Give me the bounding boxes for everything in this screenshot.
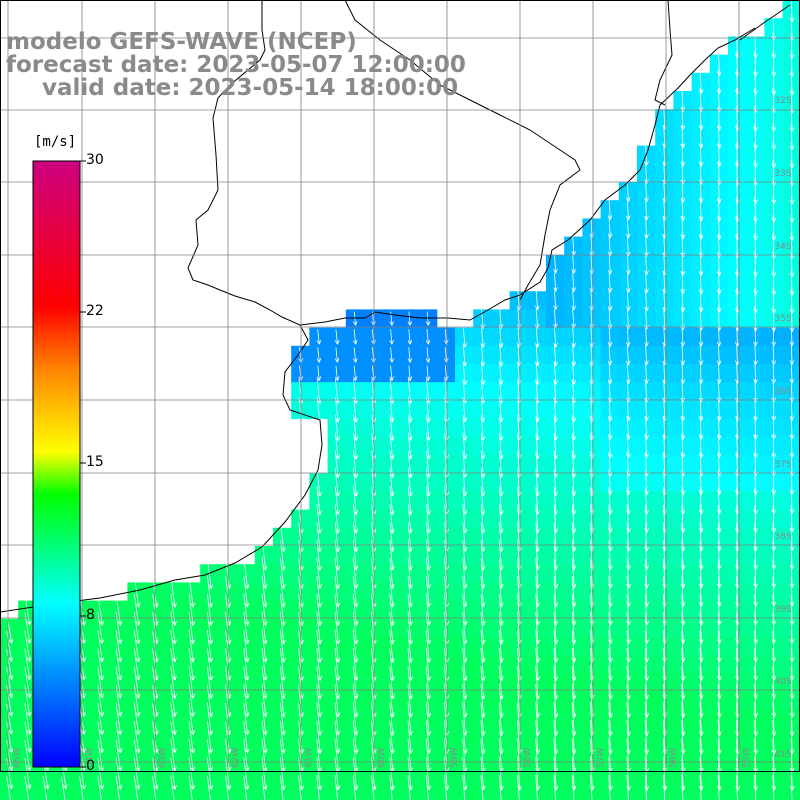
colorbar xyxy=(33,161,86,767)
colorbar-tick-30: 30 xyxy=(86,152,104,168)
longitude-label: 62W xyxy=(231,748,241,768)
latitude-label: 36S xyxy=(774,387,791,397)
colorbar-unit: [m/s] xyxy=(34,134,76,150)
latitude-label: 32S xyxy=(774,96,791,106)
latitude-label: 34S xyxy=(774,242,791,252)
latitude-label: 33S xyxy=(774,169,791,179)
longitude-label: 65W xyxy=(13,748,23,768)
forecast-date: forecast date: 2023-05-07 12:00:00 xyxy=(6,53,466,77)
colorbar-ramp xyxy=(33,161,80,767)
longitude-label: 61W xyxy=(304,748,314,768)
longitude-label: 59W xyxy=(450,748,460,768)
latitude-label: 39S xyxy=(774,605,791,615)
latitude-label: 37S xyxy=(774,460,791,470)
latitude-label: 40S xyxy=(774,677,791,687)
colorbar-tick-0: 0 xyxy=(86,758,95,774)
longitude-label: 58W xyxy=(523,748,533,768)
colorbar-tick-22: 22 xyxy=(86,303,104,319)
longitude-label: 56W xyxy=(669,748,679,768)
longitude-label: 63W xyxy=(158,748,168,768)
colorbar-tick-8: 8 xyxy=(86,607,95,623)
latitude-label: 38S xyxy=(774,532,791,542)
longitude-label: 55W xyxy=(742,748,752,768)
longitude-label: 57W xyxy=(596,748,606,768)
longitude-label: 60W xyxy=(377,748,387,768)
latitude-label: 41S xyxy=(774,750,791,760)
latitude-label: 35S xyxy=(774,314,791,324)
valid-date: valid date: 2023-05-14 18:00:00 xyxy=(42,76,458,100)
model-title: modelo GEFS-WAVE (NCEP) xyxy=(6,30,357,54)
colorbar-tick-15: 15 xyxy=(86,454,104,470)
